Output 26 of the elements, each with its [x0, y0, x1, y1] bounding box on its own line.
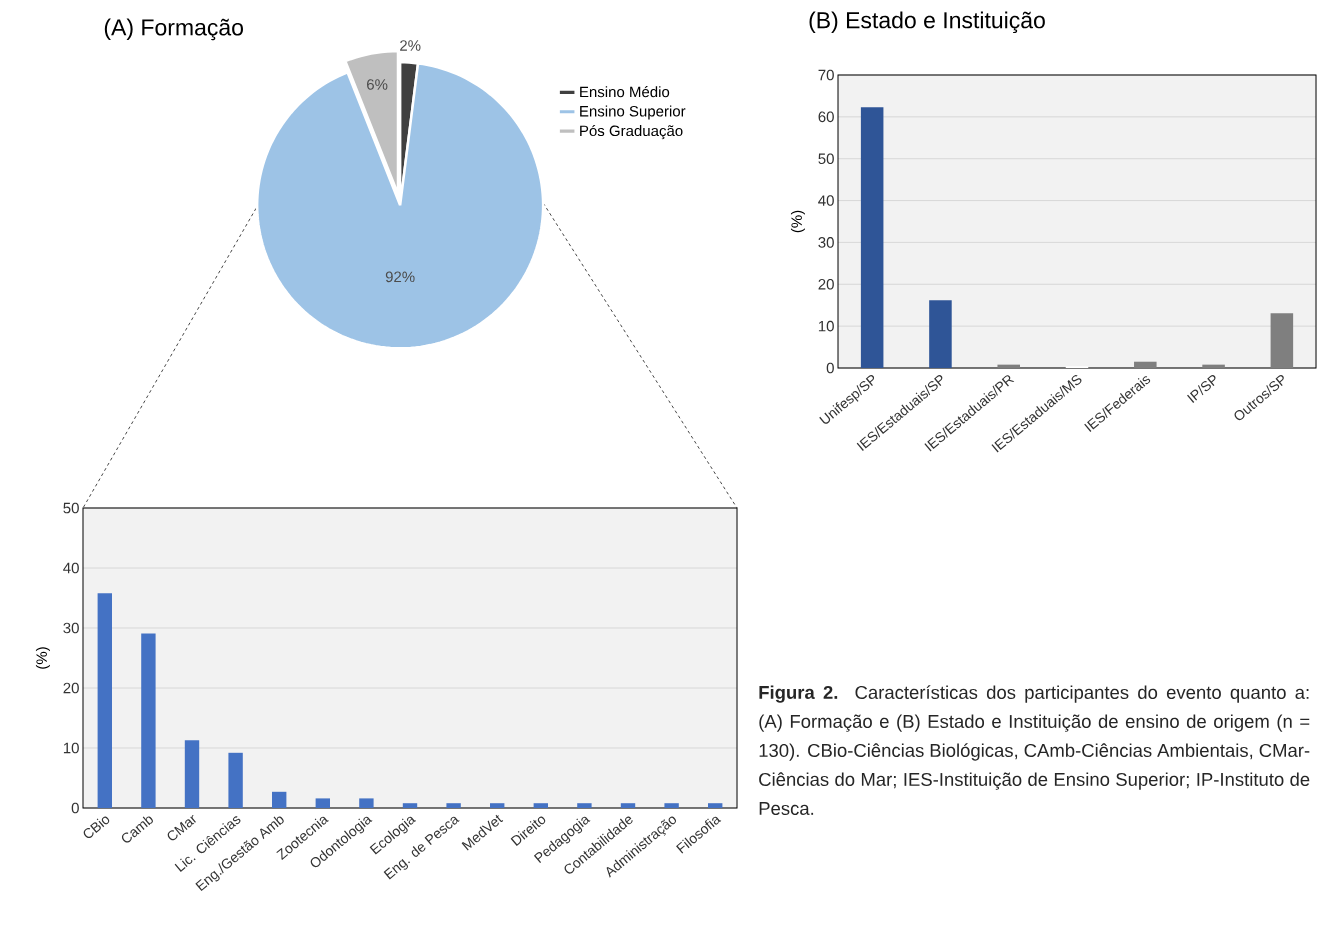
x-tick-label: CBio	[83, 816, 110, 839]
y-tick-label: 10	[818, 320, 834, 332]
legend-label: Ensino Superior	[580, 105, 686, 120]
legend-label: Ensino Médio	[580, 86, 670, 98]
y-tick-label: 10	[63, 742, 79, 754]
chart-title: (A) Formação	[104, 18, 243, 41]
data-label: 2%	[400, 40, 421, 51]
y-tick-label: 30	[818, 237, 834, 248]
y-tick-label: 40	[818, 195, 834, 206]
y-tick-label: 60	[818, 111, 834, 123]
y-tick-label: 20	[63, 682, 79, 694]
y-axis-title: (%)	[790, 210, 805, 233]
y-axis-title: (%)	[35, 647, 50, 669]
data-label: 92%	[385, 271, 415, 283]
data-label: 6%	[367, 79, 388, 90]
y-tick-label: 20	[818, 278, 834, 290]
y-tick-label: 40	[63, 562, 79, 574]
chart-title: (B) Estado e Instituição	[809, 11, 1045, 34]
y-tick-label: 30	[63, 622, 79, 634]
text: Figura 2. Características dos participantes do evento quanto a: (A) Formação e (B) Estado e Instituição de ensino de origem (n = 130). CBio-Ciências Biológicas, CAmb-Ciências Ambientais, CMar-Ciências do Mar; IES-Instituição de Ensino Superior; IP-Instituto de Pesca.	[759, 685, 1310, 816]
y-tick-label: 0	[826, 362, 834, 374]
y-tick-label: 0	[71, 802, 79, 814]
y-tick-label: 70	[818, 69, 834, 81]
legend-label: Pós Graduação	[580, 124, 683, 140]
y-tick-label: 50	[63, 502, 79, 514]
y-tick-label: 50	[818, 153, 834, 165]
